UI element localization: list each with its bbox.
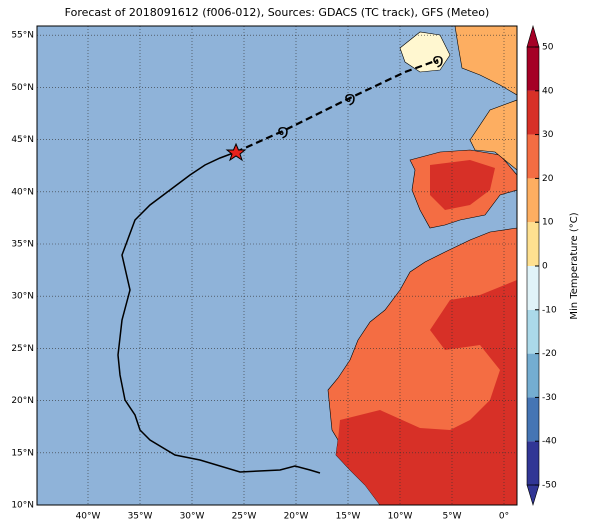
storm-symbol: ໑ [344,88,356,109]
map-area: ໑ ໑ ໑ [37,26,517,505]
colorbar-tick-label: 50 [542,43,554,53]
ireland [399,31,451,73]
past-track [117,151,321,474]
lat-label: 50°N [11,83,34,93]
colorbar: -50 -40 -30 -20 -10 0 10 20 30 40 50 [526,24,557,507]
colorbar-bin [527,134,539,179]
colorbar-bin [527,222,539,266]
lat-label: 35°N [11,240,34,250]
lon-label: 15°W [336,512,361,522]
storm-position [225,142,247,162]
lon-label: 25°W [232,512,257,522]
lon-label: 10°W [388,512,413,522]
colorbar-bin [527,441,539,485]
colorbar-tick-label: -50 [542,481,557,491]
colorbar-bin [527,266,539,310]
lat-label: 25°N [11,344,34,354]
lat-label: 30°N [11,292,34,302]
graticule [37,26,517,505]
colorbar-bin [527,353,539,398]
colorbar-tick-label: -30 [542,393,557,403]
colorbar-tick-label: 30 [542,130,554,140]
lon-label: 5°W [442,512,461,522]
colorbar-tick-label: -20 [542,349,557,359]
colorbar-bin [527,309,539,354]
lat-label: 20°N [11,396,34,406]
storm-symbol: ໑ [432,50,444,71]
colorbar-extend-low [526,484,540,507]
colorbar-tick-label: -10 [542,305,557,315]
lon-label: 0° [499,512,509,522]
colorbar-tick-label: 40 [542,86,554,96]
map-title: Forecast of 2018091612 (f006-012), Sourc… [65,6,490,19]
colorbar-extend-high [526,24,540,48]
colorbar-tick-label: -40 [542,437,557,447]
great-britain [454,26,517,96]
colorbar-tick-label: 10 [542,218,554,228]
colorbar-tick-label: 20 [542,174,554,184]
africa-hot [336,280,517,505]
storm-symbol: ໑ [277,121,289,142]
colorbar-bin [527,397,539,442]
iberia-hot [430,160,495,210]
france [469,99,517,171]
colorbar-bin [527,178,539,223]
colorbar-bin [527,90,539,135]
lat-label: 55°N [11,31,34,41]
lon-label: 35°W [128,512,153,522]
lat-label: 10°N [11,501,34,511]
lat-label: 15°N [11,448,34,458]
colorbar-label: Min Temperature (°C) [569,212,580,319]
lat-label: 45°N [11,135,34,145]
colorbar-tick-label: 0 [542,262,548,272]
lon-label: 30°W [180,512,205,522]
lon-label: 20°W [284,512,309,522]
colorbar-bin [527,47,539,91]
lat-label: 40°N [11,187,34,197]
map-frame [36,25,518,506]
lon-label: 40°W [76,512,101,522]
forecast-track [235,58,439,154]
